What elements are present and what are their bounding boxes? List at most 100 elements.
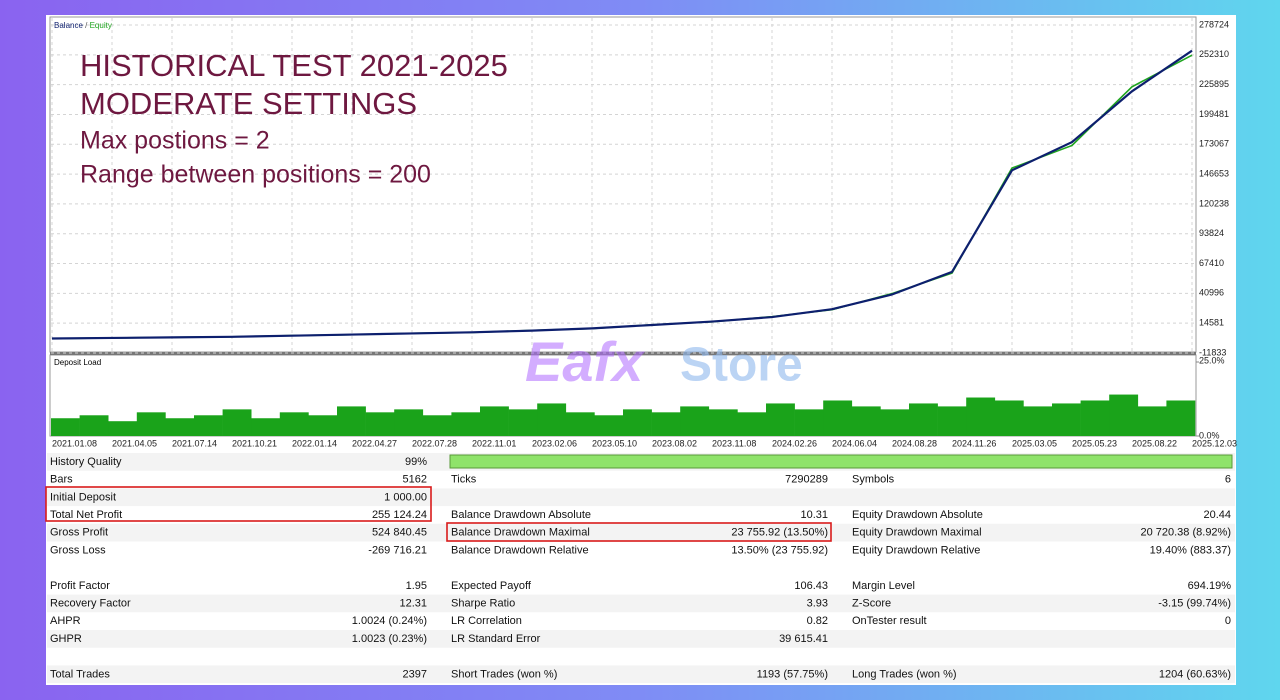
stat-label: Ticks xyxy=(451,474,477,486)
stat-value: 23 755.92 (13.50%) xyxy=(731,527,828,539)
stat-label: Expected Payoff xyxy=(451,580,532,592)
y-tick-label: 40996 xyxy=(1199,288,1224,298)
bar xyxy=(422,415,452,436)
stat-label: LR Correlation xyxy=(451,615,522,627)
watermark: Eafx xyxy=(525,330,646,393)
stat-label: Balance Drawdown Absolute xyxy=(451,509,591,521)
x-tick-label: 2022.11.01 xyxy=(472,438,516,448)
y-tick-label: 67410 xyxy=(1199,258,1224,268)
bar xyxy=(651,412,681,436)
x-tick-label: 2025.03.05 xyxy=(1012,438,1057,448)
bar xyxy=(108,421,138,436)
stat-value: 7290289 xyxy=(785,474,828,486)
row-stripe xyxy=(47,594,1235,613)
stat-label: History Quality xyxy=(50,456,122,468)
stat-value: 1.0023 (0.23%) xyxy=(352,633,427,645)
bar xyxy=(394,409,424,436)
bar xyxy=(222,409,252,436)
stat-value: 1 000.00 xyxy=(384,491,427,503)
plot xyxy=(51,49,1193,340)
bar xyxy=(165,418,195,436)
stat-label: Equity Drawdown Maximal xyxy=(852,527,982,539)
x-tick-label: 2021.10.21 xyxy=(232,438,277,448)
stat-label: Margin Level xyxy=(852,580,915,592)
bar xyxy=(966,397,996,436)
bar xyxy=(1137,406,1167,436)
stat-value: 106.43 xyxy=(794,580,828,592)
stat-value: 3.93 xyxy=(807,598,828,610)
stat-value: 694.19% xyxy=(1188,580,1232,592)
bar xyxy=(51,418,80,436)
x-tick-label: 2021.04.05 xyxy=(112,438,157,448)
stat-value: 10.31 xyxy=(800,509,828,521)
y-tick-label: -11833 xyxy=(1199,347,1226,357)
annotation: HISTORICAL TEST 2021-2025 xyxy=(80,48,508,83)
legend-entry: Equity xyxy=(90,21,112,30)
stat-label: Total Trades xyxy=(50,668,110,680)
y-tick-label: 14581 xyxy=(1199,318,1224,328)
stat-value: 12.31 xyxy=(399,598,427,610)
bar xyxy=(279,412,309,436)
y-tick-label: 173067 xyxy=(1199,139,1229,149)
y-tick-label: 252310 xyxy=(1199,49,1229,59)
stat-value: 1.95 xyxy=(406,580,427,592)
watermark: Store xyxy=(680,339,803,392)
stat-label: Recovery Factor xyxy=(50,598,131,610)
bar xyxy=(737,412,767,436)
stat-label: OnTester result xyxy=(852,615,927,627)
bar xyxy=(708,409,738,436)
x-tick-label: 2024.06.04 xyxy=(832,438,877,448)
y-tick-label: 25.0% xyxy=(1199,355,1225,365)
bar xyxy=(451,412,481,436)
stat-label: Equity Drawdown Absolute xyxy=(852,509,983,521)
bar xyxy=(1166,400,1196,436)
stat-label: Balance Drawdown Relative xyxy=(451,544,589,556)
panel-title: Deposit Load xyxy=(54,358,101,367)
stat-value: 39 615.41 xyxy=(779,633,828,645)
x-tick-label: 2025.12.03 xyxy=(1192,438,1237,448)
x-tick-label: 2024.11.26 xyxy=(952,438,996,448)
stat-label: Symbols xyxy=(852,474,895,486)
stat-value: 2397 xyxy=(403,668,427,680)
stat-value: 99% xyxy=(405,456,427,468)
bar xyxy=(365,412,395,436)
x-tick-label: 2021.07.14 xyxy=(172,438,217,448)
annotation: MODERATE SETTINGS xyxy=(80,86,417,121)
y-tick-label: 199481 xyxy=(1199,109,1229,119)
bar xyxy=(823,400,853,436)
bar xyxy=(766,403,795,436)
bar xyxy=(308,415,338,436)
bar xyxy=(565,412,595,436)
y-tick-label: 0.0% xyxy=(1199,430,1220,440)
row-stripe xyxy=(47,488,1235,507)
x-tick-label: 2023.02.06 xyxy=(532,438,577,448)
stat-label: Z-Score xyxy=(852,598,891,610)
row-stripe xyxy=(47,630,1235,648)
stat-value: 1204 (60.63%) xyxy=(1159,668,1231,680)
balance-panel xyxy=(49,16,1197,353)
bar xyxy=(594,415,624,436)
stat-label: Gross Profit xyxy=(50,527,108,539)
stat-label: Gross Loss xyxy=(50,544,106,556)
stat-value: 1.0024 (0.24%) xyxy=(352,615,427,627)
bar xyxy=(937,406,967,436)
annotation: Range between positions = 200 xyxy=(80,161,431,189)
row-stripe xyxy=(47,523,1235,542)
y-tick-label: 120238 xyxy=(1199,198,1229,208)
stat-value: 1193 (57.75%) xyxy=(757,668,828,680)
stat-value: 255 124.24 xyxy=(372,509,427,521)
x-tick-label: 2024.02.26 xyxy=(772,438,817,448)
bar xyxy=(194,415,223,436)
x-tick-label: 2023.05.10 xyxy=(592,438,637,448)
stat-value: 0 xyxy=(1225,615,1231,627)
x-tick-label: 2023.08.02 xyxy=(652,438,697,448)
bar xyxy=(680,406,710,436)
stat-label: Profit Factor xyxy=(50,580,110,592)
y-tick-label: 225895 xyxy=(1199,79,1229,89)
stat-label: GHPR xyxy=(50,633,82,645)
stat-value: 20.44 xyxy=(1203,509,1231,521)
x-tick-label: 2024.08.28 xyxy=(892,438,937,448)
bar xyxy=(480,406,509,436)
bar xyxy=(537,403,567,436)
